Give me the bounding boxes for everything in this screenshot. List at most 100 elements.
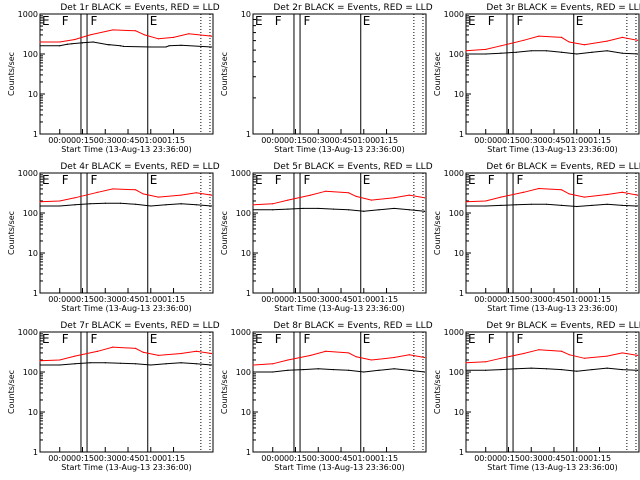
region-letter: E — [150, 14, 158, 28]
region-letter: E — [255, 173, 263, 187]
events-data-point — [591, 204, 593, 206]
x-tick-label: 01:15 — [588, 295, 611, 304]
region-letter: E — [363, 332, 371, 346]
plot-frame — [465, 172, 640, 294]
panel-title: Det 2r BLACK = Events, RED = LLD — [273, 3, 432, 13]
lld-data-point — [606, 355, 608, 357]
region-letter: F — [91, 14, 98, 28]
x-tick-label: 00:15 — [71, 136, 94, 145]
events-data-point — [180, 362, 182, 364]
events-data-point — [545, 203, 548, 205]
region-letter: F — [91, 332, 98, 346]
events-data-point — [104, 202, 106, 204]
events-data-point — [165, 46, 167, 48]
lld-data-point — [500, 196, 502, 198]
events-data-point — [119, 362, 122, 364]
events-series-line — [40, 362, 212, 366]
events-data-point — [423, 210, 426, 212]
events-data-point — [515, 204, 517, 206]
x-tick-label: 01:15 — [162, 136, 185, 145]
x-tick-label: 00:30 — [307, 454, 330, 463]
y-tick-label: 1000 — [231, 328, 251, 337]
lld-data-point — [583, 196, 585, 198]
events-data-point — [530, 203, 532, 205]
lld-data-point — [408, 194, 410, 196]
lld-data-point — [59, 200, 61, 202]
region-letter: F — [275, 14, 282, 28]
lld-data-point — [210, 194, 213, 196]
x-tick-label: 01:00 — [565, 454, 588, 463]
lld-data-point — [157, 38, 159, 40]
events-data-point — [636, 369, 639, 371]
x-axis-label: Start Time (13-Aug-13 23:36:00) — [61, 463, 192, 472]
events-data-point — [636, 53, 639, 55]
events-data-point — [332, 368, 335, 371]
lld-data-point — [112, 29, 114, 31]
region-letter: E — [42, 14, 50, 28]
plot-frame — [39, 331, 214, 453]
lld-data-point — [144, 34, 146, 36]
y-tick-label: 10 — [241, 408, 251, 417]
events-data-point — [515, 51, 517, 53]
lld-data-point — [74, 197, 76, 199]
y-tick-label: 1000 — [444, 10, 464, 19]
x-tick-label: 00:15 — [284, 295, 307, 304]
y-tick-label: 10 — [241, 10, 251, 19]
events-data-point — [530, 367, 532, 369]
lld-series-line — [252, 350, 425, 366]
events-data-point — [621, 368, 623, 371]
events-data-point — [378, 209, 380, 211]
y-tick-label: 1 — [459, 130, 464, 139]
x-tick-label: 00:15 — [497, 295, 520, 304]
events-data-point — [122, 45, 125, 47]
region-letter: F — [275, 173, 282, 187]
lld-data-point — [195, 192, 197, 194]
x-tick-label: 00:45 — [116, 295, 139, 304]
region-letter: E — [468, 332, 476, 346]
region-letter: F — [488, 332, 495, 346]
region-letter: F — [304, 14, 311, 28]
y-tick-label: 1 — [246, 130, 251, 139]
x-tick-label: 00:45 — [542, 295, 565, 304]
plot-frame — [252, 172, 427, 294]
chart-panel: Det 1r BLACK = Events, RED = LLD 1 10 100 10… — [7, 3, 220, 154]
events-data-point — [332, 208, 335, 210]
y-tick-label: 100 — [23, 209, 38, 218]
events-data-point — [119, 202, 122, 204]
events-data-point — [408, 369, 410, 371]
x-tick-label: 00:45 — [329, 454, 352, 463]
lld-data-point — [568, 354, 570, 356]
lld-data-point — [74, 38, 76, 41]
events-data-point — [195, 204, 197, 206]
events-data-point — [423, 371, 426, 373]
region-letter: E — [576, 332, 584, 346]
chart-panel: Det 4r BLACK = Events, RED = LLD 1 10 100 10… — [7, 162, 220, 313]
lld-data-point — [135, 189, 137, 191]
region-letter: E — [150, 332, 158, 346]
y-tick-label: 10 — [28, 90, 38, 99]
x-tick-label: 00:15 — [497, 136, 520, 145]
x-tick-label: 01:00 — [139, 454, 162, 463]
x-tick-label: 00:15 — [71, 295, 94, 304]
events-data-point — [561, 204, 563, 206]
x-tick-label: 00:45 — [116, 454, 139, 463]
region-letter: F — [304, 332, 311, 346]
lld-data-point — [370, 199, 372, 201]
lld-data-point — [74, 355, 76, 357]
lld-data-point — [272, 203, 274, 205]
lld-data-point — [538, 187, 540, 190]
events-data-point — [393, 207, 395, 210]
events-data-point — [363, 210, 365, 212]
events-data-point — [561, 51, 563, 53]
lld-data-point — [172, 36, 175, 39]
x-tick-label: 00:15 — [284, 454, 307, 463]
events-data-point — [465, 369, 467, 371]
lld-data-point — [500, 357, 502, 359]
x-tick-label: 00:45 — [542, 454, 565, 463]
events-data-point — [135, 203, 137, 205]
y-axis-label: Counts/sec — [7, 52, 16, 96]
events-data-point — [168, 45, 170, 47]
region-letter: F — [517, 332, 524, 346]
panel-title: Det 1r BLACK = Events, RED = LLD — [60, 3, 219, 13]
events-data-point — [408, 209, 410, 211]
